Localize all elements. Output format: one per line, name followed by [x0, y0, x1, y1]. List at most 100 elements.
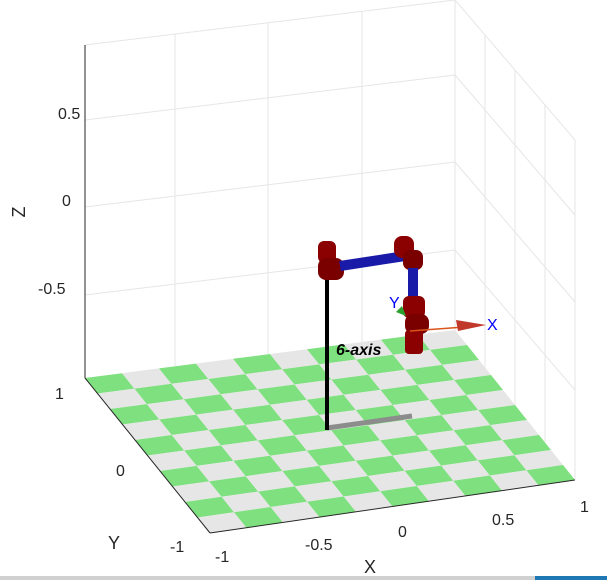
floor-tile	[441, 460, 490, 481]
grid-line	[84, 161, 456, 208]
floor-tile	[441, 410, 491, 431]
floor-tile	[344, 339, 394, 360]
floor-tile	[282, 364, 332, 385]
z-tick-label: 0	[62, 193, 71, 210]
bottom-accent	[535, 576, 607, 580]
floor-tile	[159, 414, 209, 435]
floor-tile	[307, 496, 356, 518]
floor-tile	[404, 465, 454, 486]
grid-line	[84, 74, 456, 121]
floor-tile	[221, 491, 271, 513]
frame-y-arrow	[396, 306, 406, 316]
floor-tile	[454, 375, 503, 395]
floor-tile	[270, 450, 320, 472]
floor-tile	[343, 389, 393, 410]
floor-tile	[514, 450, 563, 471]
floor-tile	[355, 455, 405, 476]
floor-tile	[196, 460, 246, 482]
floor-tile	[122, 368, 172, 389]
y-axis-line	[84, 377, 211, 534]
floor-tile	[258, 486, 308, 507]
floor-tile	[220, 389, 270, 410]
floor-tile	[368, 420, 417, 441]
floor-tile	[392, 450, 442, 471]
floor-tile	[319, 359, 369, 380]
floor-tile	[331, 425, 381, 446]
floor-tile	[234, 507, 283, 528]
joint	[318, 258, 344, 280]
y-axis-label: Y	[108, 533, 120, 553]
floor-tile	[270, 501, 320, 523]
wall-grid	[84, 0, 576, 480]
floor-tile	[526, 465, 575, 486]
floor-tile	[430, 345, 479, 365]
frame-x-arrow-head	[456, 320, 486, 331]
floor-tile	[416, 430, 466, 451]
floor-tile	[257, 384, 307, 405]
axis-edges	[84, 45, 576, 534]
floor-tile	[160, 465, 210, 487]
y-tick-label: 1	[55, 386, 64, 403]
frame-x-label: X	[487, 317, 498, 334]
robot-name: 6-axis	[336, 342, 381, 359]
floor-tile	[270, 349, 320, 370]
x-axis-label: X	[364, 557, 376, 577]
floor-tile	[172, 481, 222, 502]
floor-tile	[171, 378, 221, 400]
floor-tile	[196, 358, 246, 379]
floor-tile	[171, 430, 221, 451]
x-axis-line	[209, 479, 576, 534]
floor-tile	[453, 425, 503, 446]
floor-tile	[147, 450, 197, 471]
floor-tile	[282, 415, 332, 436]
floor-tile	[453, 475, 502, 496]
floor-tile	[282, 465, 332, 487]
floor-tile	[368, 369, 418, 390]
floor-tile	[380, 384, 430, 405]
floor-tile	[380, 486, 429, 507]
z-tick-label: 0.5	[58, 106, 80, 123]
floor-tile	[478, 405, 527, 426]
floor-tile	[418, 330, 467, 350]
robot: X Y 6-axis	[318, 236, 498, 431]
floor-tile	[257, 435, 307, 456]
shadow	[326, 413, 413, 431]
floor-tile	[197, 512, 247, 533]
floor-tile	[489, 470, 539, 491]
link	[339, 251, 406, 271]
z-tick-label: -0.5	[38, 281, 66, 298]
floor-tile	[380, 435, 430, 456]
floor-tile	[245, 471, 295, 492]
floor-tile	[405, 364, 455, 385]
floor-tile	[294, 430, 344, 451]
joint	[405, 330, 423, 354]
floor-tile	[135, 435, 185, 456]
floor-tile	[343, 440, 393, 461]
joint	[403, 296, 425, 318]
floor-tile	[306, 445, 356, 466]
floor-tile	[368, 470, 417, 492]
floor-tile	[331, 476, 381, 497]
floor-tile	[429, 445, 478, 466]
joint	[405, 314, 429, 334]
floor-tile	[245, 420, 295, 441]
floor-tile	[416, 480, 466, 502]
x-tick-label: -0.5	[305, 537, 333, 554]
floor-tile	[209, 476, 259, 497]
floor-tile	[294, 481, 344, 502]
floor-tile	[233, 404, 283, 425]
x-tick-label: -1	[215, 549, 229, 566]
floor-tile	[466, 390, 515, 411]
joint	[403, 250, 423, 270]
floor-tile	[233, 354, 283, 375]
grid-line	[84, 0, 456, 46]
floor-tile	[184, 445, 234, 466]
floor	[85, 330, 575, 533]
floor-tile	[306, 394, 356, 415]
floor-tile	[269, 399, 319, 420]
x-tick-label: 1	[580, 499, 589, 516]
floor-tile	[208, 374, 258, 395]
floor-tile	[465, 440, 515, 461]
floor-tile	[343, 491, 393, 512]
